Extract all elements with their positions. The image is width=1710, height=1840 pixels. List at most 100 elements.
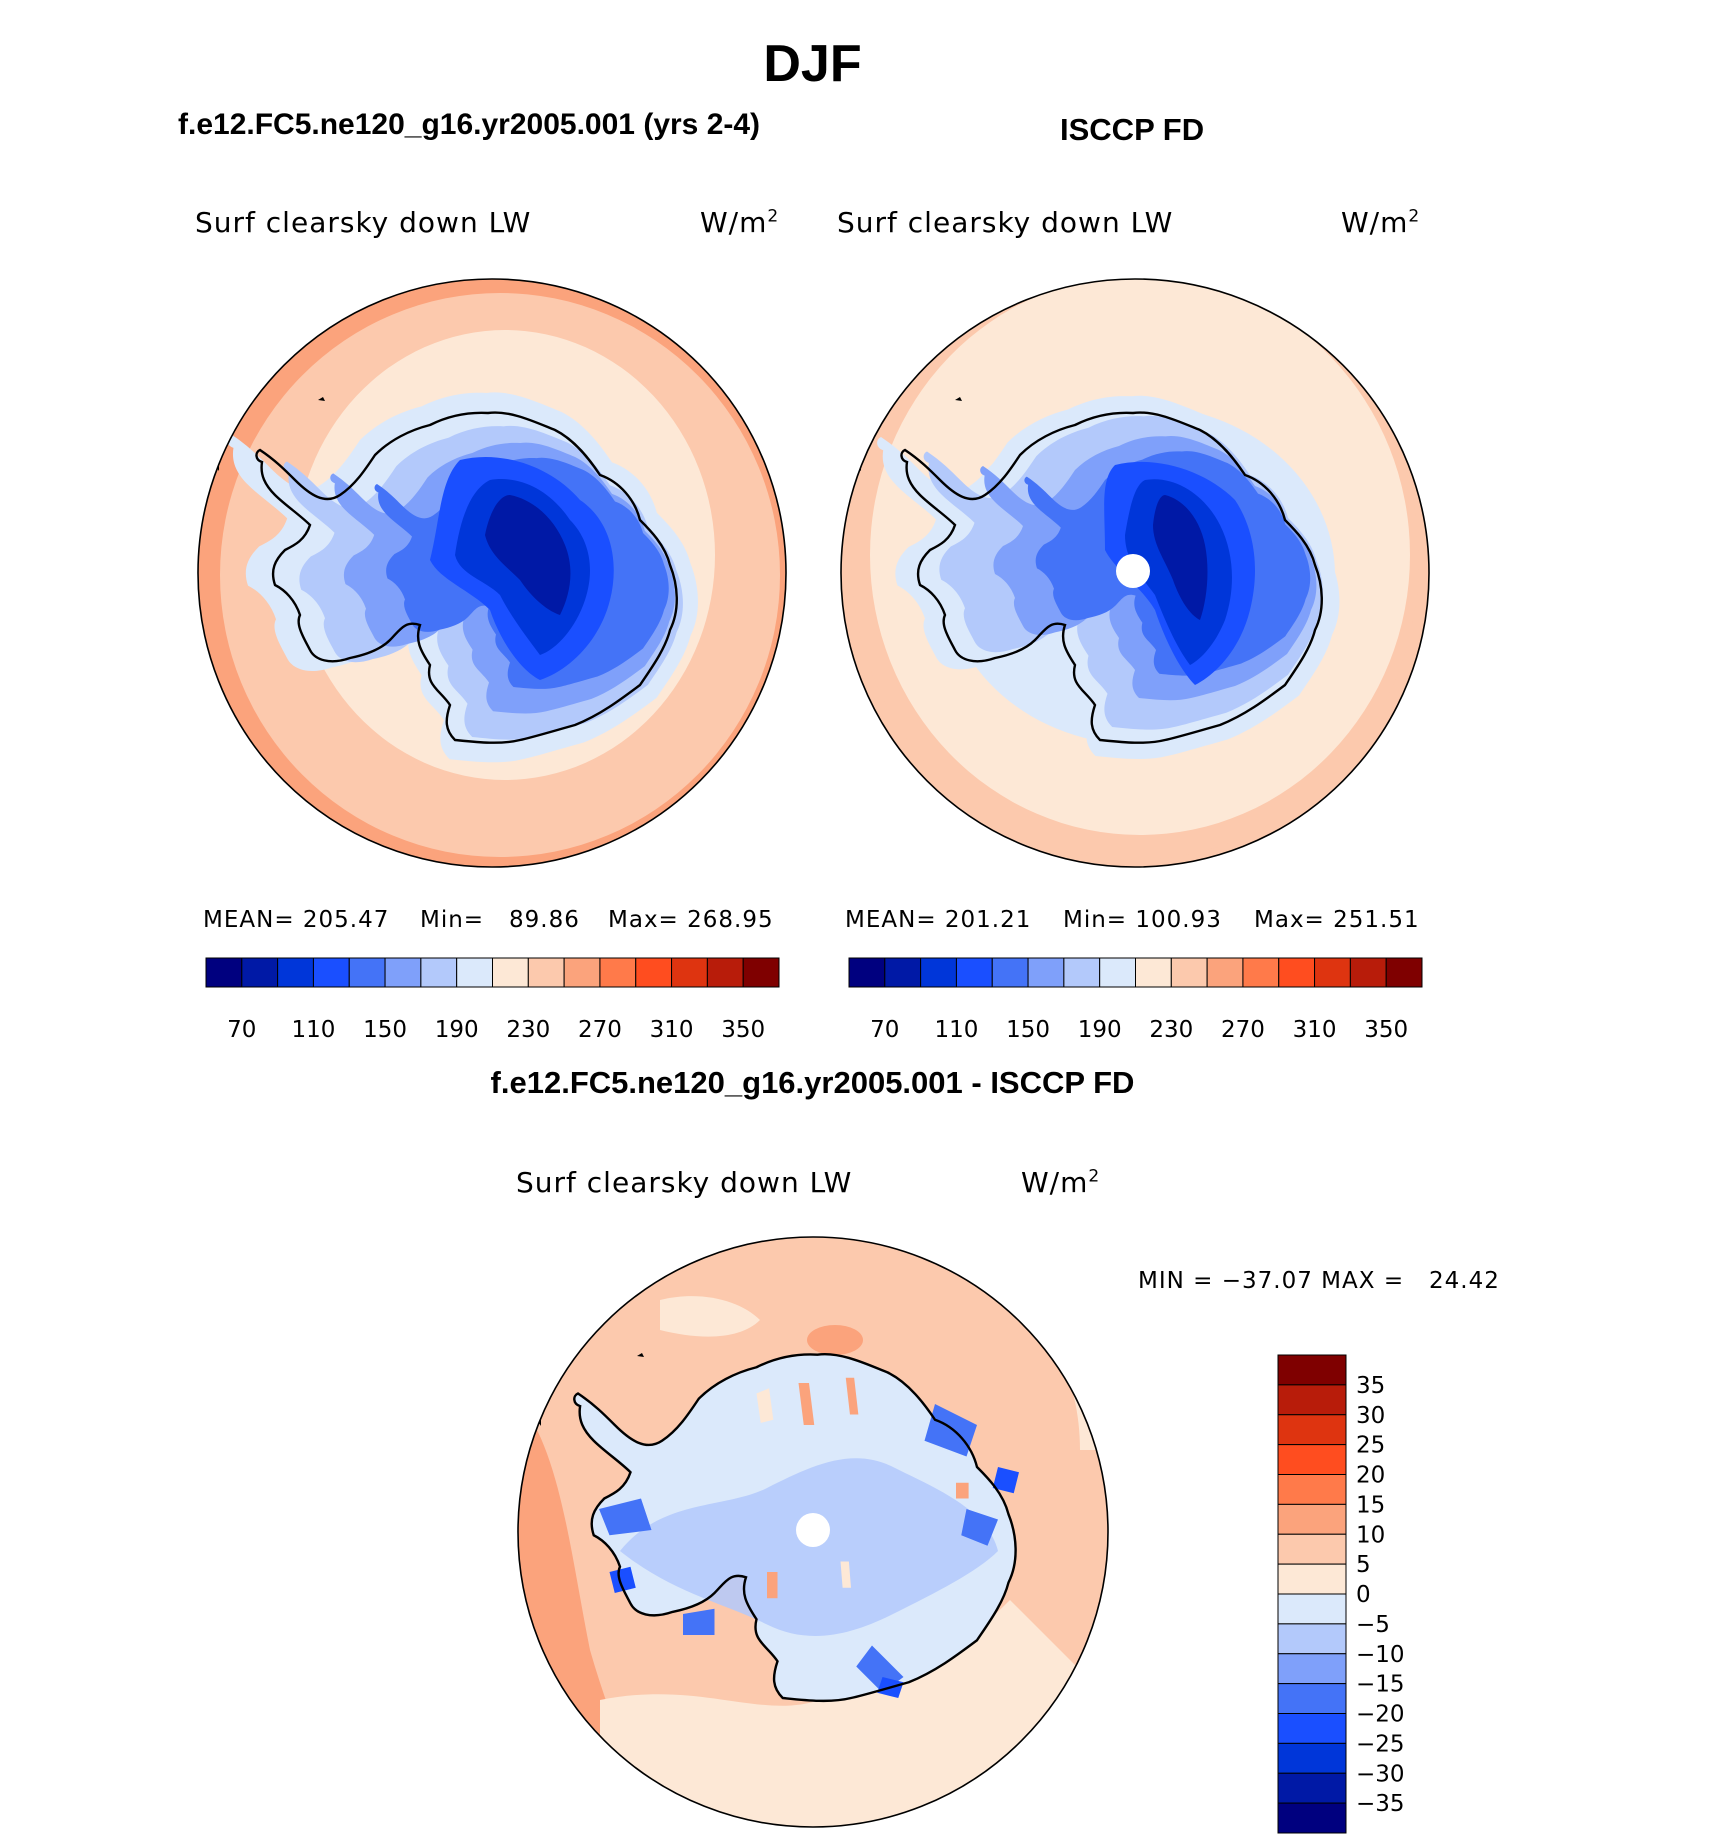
diff-colorbar-swatch (1277, 1713, 1347, 1744)
diff-colorbar-tick-label: 15 (1356, 1492, 1385, 1518)
model-variable-label: Surf clearsky down LW (195, 206, 532, 239)
diff-colorbar-tick-label: 0 (1356, 1582, 1371, 1608)
obs-colorbar-swatch (1385, 957, 1423, 988)
model-colorbar-tick-label: 350 (721, 1017, 765, 1043)
model-colorbar-swatch (563, 957, 601, 988)
obs-colorbar-tick-label: 110 (934, 1017, 978, 1043)
obs-colorbar-tick-label: 190 (1078, 1017, 1122, 1043)
diff-colorbar-tick-label: 25 (1356, 1433, 1385, 1459)
obs-colorbar-tick-label: 230 (1149, 1017, 1193, 1043)
obs-max: Max= 251.51 (1254, 907, 1420, 933)
diff-panel-title: f.e12.FC5.ne120_g16.yr2005.001 - ISCCP F… (490, 1065, 1135, 1100)
obs-mean: MEAN= 201.21 (845, 907, 1032, 933)
obs-min: Min= 100.93 (1063, 907, 1222, 933)
model-colorbar-tick-label: 110 (291, 1017, 335, 1043)
model-colorbar-swatch (312, 957, 350, 988)
model-colorbar-tick-label: 70 (227, 1017, 256, 1043)
model-colorbar-swatch (527, 957, 565, 988)
obs-colorbar-swatch (1027, 957, 1065, 988)
diff-colorbar-swatch (1277, 1444, 1347, 1475)
diff-colorbar-tick-label: −25 (1356, 1731, 1405, 1757)
model-colorbar-tick-label: 310 (650, 1017, 694, 1043)
model-colorbar-swatch (742, 957, 780, 988)
diff-colorbar-tick-label: −15 (1356, 1672, 1405, 1698)
model-colorbar-swatch (456, 957, 493, 988)
model-mean: MEAN= 205.47 (203, 907, 390, 933)
diff-colorbar-tick-label: 35 (1356, 1373, 1385, 1399)
obs-colorbar-swatch (1349, 957, 1387, 988)
diff-min-max: MIN = −37.07 MAX = 24.42 (1138, 1268, 1500, 1294)
page-title: DJF (763, 35, 862, 93)
model-colorbar-swatch (384, 957, 422, 988)
obs-colorbar-swatch (1063, 957, 1101, 988)
obs-variable-label: Surf clearsky down LW (837, 206, 1174, 239)
model-colorbar-swatch (420, 957, 458, 988)
obs-colorbar-tick-label: 70 (870, 1017, 899, 1043)
obs-colorbar-swatch (1135, 957, 1172, 988)
diff-colorbar-tick-label: −35 (1356, 1791, 1405, 1817)
diff-colorbar-tick-label: −5 (1356, 1612, 1390, 1638)
model-max: Max= 268.95 (608, 907, 774, 933)
model-units-label: W/m2 (700, 206, 780, 239)
diff-map (518, 1237, 1108, 1827)
model-colorbar-tick-label: 190 (435, 1017, 479, 1043)
obs-units-label: W/m2 (1341, 206, 1421, 239)
diff-colorbar-swatch (1277, 1414, 1347, 1446)
diff-colorbar-tick-label: 10 (1356, 1522, 1385, 1548)
obs-colorbar-swatch (1242, 957, 1280, 988)
model-colorbar-swatch (241, 957, 279, 988)
model-colorbar-swatch (671, 957, 708, 988)
obs-colorbar-swatch (955, 957, 993, 988)
diff-colorbar-tick-label: −20 (1356, 1702, 1405, 1728)
model-colorbar-swatch (599, 957, 637, 988)
obs-colorbar-swatch (1314, 957, 1351, 988)
obs-colorbar-tick-label: 150 (1006, 1017, 1050, 1043)
diff-colorbar-swatch (1277, 1593, 1347, 1625)
diff-colorbar-swatch (1277, 1384, 1347, 1416)
obs-colorbar-swatch (884, 957, 922, 988)
obs-colorbar: 70 110 150 190 230 270 310 350 (848, 957, 1423, 1043)
diff-colorbar-swatch (1277, 1802, 1347, 1834)
diff-colorbar-tick-label: −30 (1356, 1761, 1405, 1787)
diff-units-label: W/m2 (1021, 1166, 1101, 1199)
obs-colorbar-swatch (991, 957, 1029, 988)
model-colorbar: 70 110 150 190 230 270 310 350 (205, 957, 780, 1043)
diff-colorbar-tick-label: −10 (1356, 1642, 1405, 1668)
diff-colorbar-swatch (1277, 1474, 1347, 1505)
obs-colorbar-swatch (1206, 957, 1244, 988)
obs-colorbar-tick-label: 350 (1364, 1017, 1408, 1043)
diff-colorbar-swatch (1277, 1503, 1347, 1535)
obs-colorbar-swatch (920, 957, 957, 988)
diff-colorbar-swatch (1277, 1354, 1347, 1386)
model-colorbar-tick-label: 150 (363, 1017, 407, 1043)
model-colorbar-swatch (635, 957, 673, 988)
model-panel-title: f.e12.FC5.ne120_g16.yr2005.001 (yrs 2-4) (178, 108, 761, 141)
diff-colorbar-swatch (1277, 1742, 1347, 1774)
model-colorbar-tick-label: 230 (506, 1017, 550, 1043)
model-colorbar-swatch (492, 957, 529, 988)
model-colorbar-swatch (277, 957, 314, 988)
obs-colorbar-tick-label: 270 (1221, 1017, 1265, 1043)
model-colorbar-swatch (706, 957, 744, 988)
model-colorbar-swatch (205, 957, 243, 988)
model-min: Min= 89.86 (420, 907, 580, 933)
diff-colorbar-swatch (1277, 1533, 1347, 1565)
obs-panel-title: ISCCP FD (1060, 112, 1205, 147)
obs-map (841, 279, 1429, 867)
model-map (198, 279, 786, 867)
obs-colorbar-swatch (1170, 957, 1208, 988)
diff-variable-label: Surf clearsky down LW (516, 1166, 853, 1199)
diff-colorbar-tick-label: 30 (1356, 1403, 1385, 1429)
diff-colorbar-tick-label: 20 (1356, 1463, 1385, 1489)
obs-colorbar-tick-label: 310 (1293, 1017, 1337, 1043)
obs-colorbar-swatch (848, 957, 886, 988)
diff-colorbar-swatch (1277, 1563, 1347, 1595)
diff-colorbar-swatch (1277, 1683, 1347, 1714)
model-colorbar-tick-label: 270 (578, 1017, 622, 1043)
model-colorbar-swatch (348, 957, 386, 988)
diff-colorbar-swatch (1277, 1623, 1347, 1655)
diff-colorbar-tick-label: 5 (1356, 1552, 1371, 1578)
obs-colorbar-swatch (1278, 957, 1316, 988)
obs-colorbar-swatch (1099, 957, 1136, 988)
